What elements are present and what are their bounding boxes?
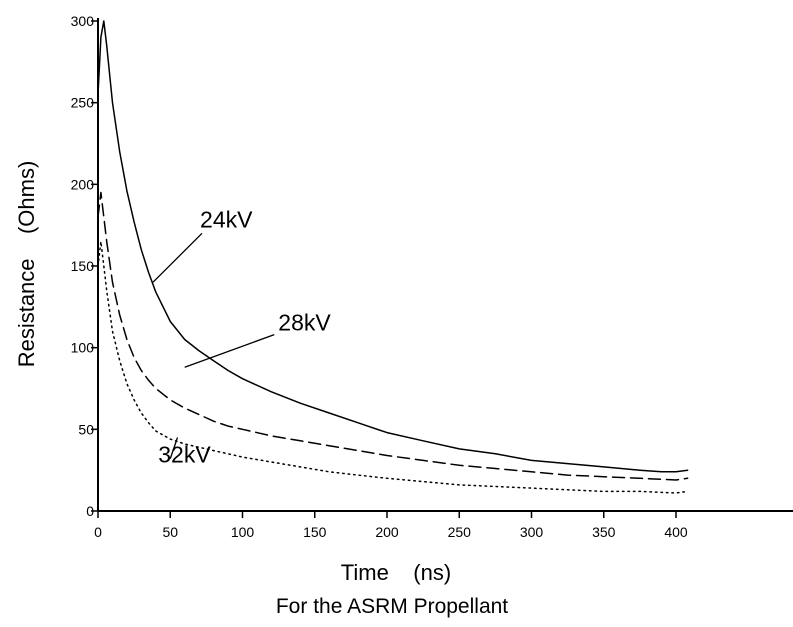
- series-line-24kV: [97, 20, 689, 473]
- x-tick-label: 200: [375, 524, 399, 540]
- y-tick-label: 150: [71, 258, 95, 274]
- series-layer: [97, 20, 689, 494]
- y-tick-label: 300: [71, 13, 95, 29]
- axes: [97, 18, 793, 512]
- series-label-24kV: 24kV: [200, 206, 253, 232]
- x-tick-label: 150: [303, 524, 327, 540]
- x-tick-label: 250: [448, 524, 472, 540]
- series-line-28kV: [97, 191, 689, 481]
- x-tick-label: 350: [592, 524, 616, 540]
- y-tick-label: 0: [86, 503, 94, 519]
- annotation-leader-24kV: [152, 232, 203, 283]
- x-ticks: 0 50 100 150 200 250 300 350 400: [94, 511, 688, 540]
- annotation-layer: 24kV 28kV 32kV: [152, 206, 331, 468]
- x-tick-label: 100: [231, 524, 255, 540]
- y-tick-label: 100: [71, 340, 95, 356]
- y-tick-label: 200: [71, 176, 95, 192]
- annotation-leader-32kV: [169, 437, 179, 459]
- series-label-32kV: 32kV: [158, 442, 211, 468]
- y-tick-label: 250: [71, 95, 95, 111]
- y-ticks: 0 50 100 150 200 250 300: [71, 13, 98, 519]
- x-tick-label: 50: [162, 524, 178, 540]
- x-tick-label: 400: [664, 524, 688, 540]
- annotation-leader-28kV: [184, 333, 275, 368]
- series-label-28kV: 28kV: [278, 310, 331, 336]
- chart-caption: For the ASRM Propellant: [276, 595, 508, 618]
- x-tick-label: 0: [94, 524, 102, 540]
- y-tick-label: 50: [78, 421, 94, 437]
- x-axis-title: Time (ns): [341, 560, 451, 585]
- y-axis-title: Resistance (Ohms): [14, 161, 39, 368]
- x-tick-label: 300: [520, 524, 544, 540]
